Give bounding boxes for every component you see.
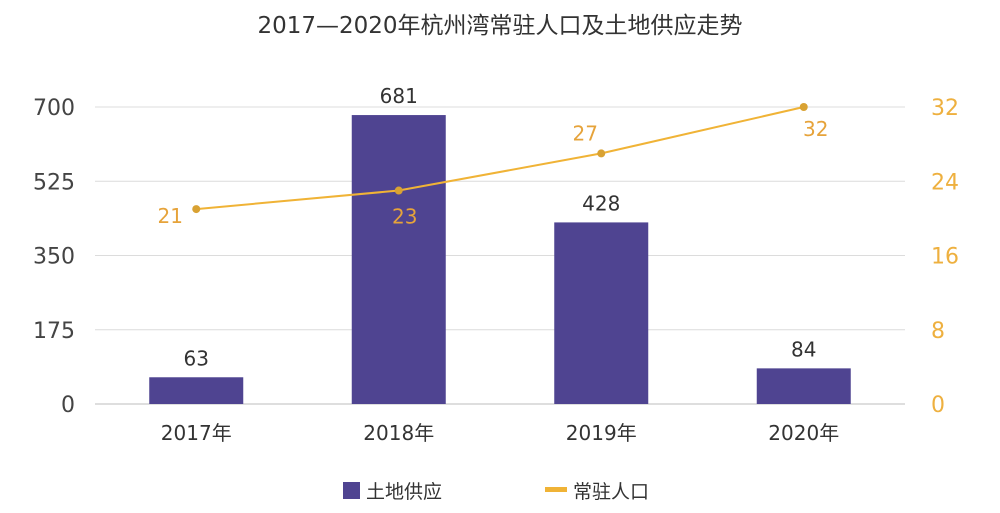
y-right-tick-label: 32: [931, 96, 959, 121]
y-left-tick-label: 525: [33, 170, 75, 195]
legend-label-line: 常驻人口: [573, 481, 649, 503]
x-tick-label: 2017年: [161, 421, 232, 445]
y-left-tick-label: 700: [33, 96, 75, 121]
line-series: 21 23 27 32: [158, 103, 828, 229]
bar-value-label: 84: [791, 337, 816, 361]
bar: [351, 115, 446, 404]
y-left-tick-label: 350: [33, 245, 75, 270]
line-value-label: 21: [158, 204, 183, 228]
line-value-label: 27: [573, 121, 598, 145]
legend-swatch-line: [545, 487, 567, 492]
y-right-tick-label: 16: [931, 245, 959, 270]
x-tick-label: 2020年: [768, 421, 839, 445]
y-left-tick-label: 0: [61, 393, 75, 418]
bar-value-label: 428: [582, 191, 620, 215]
bar: [554, 222, 649, 404]
y-right-tick-label: 8: [931, 319, 945, 344]
legend-label-bar: 土地供应: [366, 481, 442, 503]
x-axis: 2017年 2018年 2019年 2020年: [161, 421, 839, 445]
line-value-label: 23: [392, 205, 417, 229]
y-right-tick-label: 24: [931, 170, 959, 195]
line-value-label: 32: [803, 117, 828, 141]
bar-value-label: 681: [380, 84, 418, 108]
x-tick-label: 2019年: [566, 421, 637, 445]
line-point: [394, 186, 403, 195]
line-point: [192, 205, 201, 214]
y-axis-left: 0 175 350 525 700: [33, 96, 75, 418]
bar: [149, 377, 244, 404]
chart-title: 2017—2020年杭州湾常驻人口及土地供应走势: [257, 13, 742, 39]
bar-value-label: 63: [184, 346, 209, 370]
line-point: [597, 149, 606, 158]
bar-series: 63 681 428 84: [149, 84, 851, 404]
legend-swatch-bar: [343, 482, 360, 499]
legend: 土地供应 常驻人口: [343, 481, 649, 503]
bar: [756, 368, 851, 404]
y-left-tick-label: 175: [33, 319, 75, 344]
y-right-tick-label: 0: [931, 393, 945, 418]
line-path: [196, 106, 804, 211]
x-tick-label: 2018年: [363, 421, 434, 445]
grid-lines: [95, 106, 905, 405]
y-axis-right: 0 8 16 24 32: [931, 96, 959, 418]
line-point: [799, 103, 808, 111]
